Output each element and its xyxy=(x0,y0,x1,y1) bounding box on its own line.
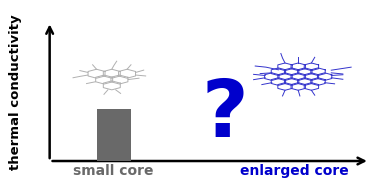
Text: small core: small core xyxy=(73,164,154,178)
Text: thermal conductivity: thermal conductivity xyxy=(9,14,22,170)
Bar xyxy=(97,109,131,161)
Text: enlarged core: enlarged core xyxy=(240,164,349,178)
Text: ?: ? xyxy=(201,76,248,153)
